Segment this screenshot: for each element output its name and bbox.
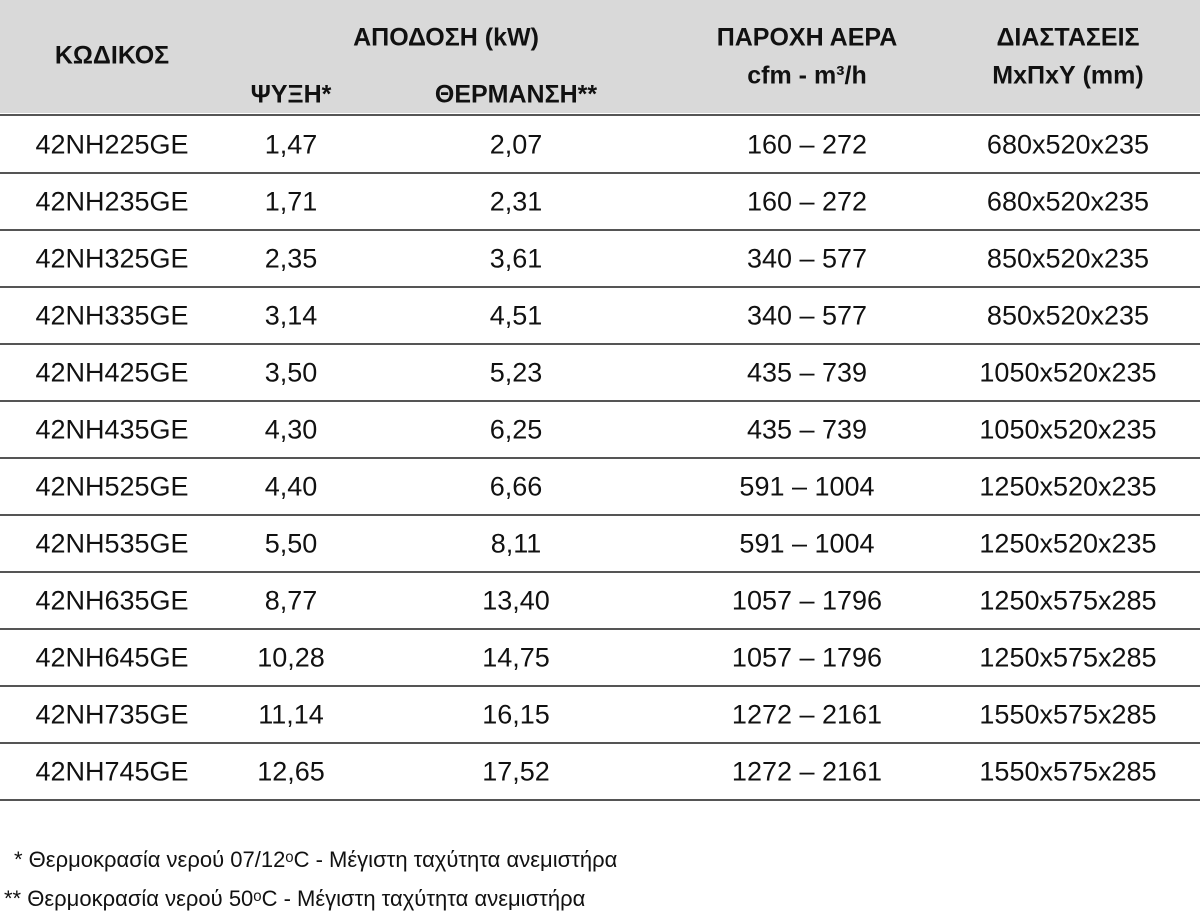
table-cell: 5,50 <box>264 528 318 558</box>
row-divider <box>0 514 1200 516</box>
table-cell: 591 – 1004 <box>739 471 875 501</box>
header-cell: ΔΙΑΣΤΑΣΕΙΣ <box>996 23 1140 52</box>
table-cell: 340 – 577 <box>746 243 868 273</box>
table-cell: 42NH535GE <box>35 528 189 558</box>
table-cell: 42NH645GE <box>35 642 189 672</box>
header-cell: cfm - m³/h <box>747 61 867 90</box>
table-cell: 11,14 <box>258 699 324 729</box>
table-cell: 42NH635GE <box>35 585 189 615</box>
table-cell: 1050x520x235 <box>979 357 1157 387</box>
table-cell: 435 – 739 <box>746 357 868 387</box>
row-divider <box>0 172 1200 174</box>
table-cell: 1050x520x235 <box>979 414 1157 444</box>
row-divider <box>0 628 1200 630</box>
table-cell: 1250x520x235 <box>979 528 1157 558</box>
table-cell: 12,65 <box>257 756 325 786</box>
table-cell: 2,35 <box>264 243 318 273</box>
table-cell: 14,75 <box>482 642 550 672</box>
table-cell: 4,40 <box>264 471 318 501</box>
table-cell: 1250x575x285 <box>979 585 1157 615</box>
table-cell: 6,66 <box>489 471 543 501</box>
table-cell: 17,52 <box>482 756 550 786</box>
header-cell: ΑΠΟΔΟΣΗ (kW) <box>353 23 539 52</box>
table-header: ΚΩΔΙΚΟΣ ΑΠΟΔΟΣΗ (kW) ΨΥΞΗ* ΘΕΡΜΑΝΣΗ** ΠΑ… <box>0 0 1200 113</box>
table-cell: 13,40 <box>482 585 550 615</box>
table-cell: 1250x575x285 <box>979 642 1157 672</box>
table-cell: 680x520x235 <box>986 129 1150 159</box>
row-divider <box>0 571 1200 573</box>
table-cell: 42NH325GE <box>35 243 189 273</box>
table-cell: 3,61 <box>489 243 543 273</box>
table-cell: 5,23 <box>489 357 543 387</box>
table-cell: 10,28 <box>257 642 325 672</box>
header-cell: ΠΑΡΟΧΗ ΑΕΡΑ <box>716 23 898 52</box>
table-cell: 1550x575x285 <box>979 756 1157 786</box>
table-cell: 8,11 <box>490 528 542 558</box>
table-cell: 1,47 <box>264 129 318 159</box>
table-cell: 16,15 <box>482 699 550 729</box>
footnote: * Θερμοκρασία νερού 07/12ᵒC - Μέγιστη τα… <box>14 847 618 872</box>
row-divider <box>0 400 1200 402</box>
table-cell: 1057 – 1796 <box>731 642 883 672</box>
table-cell: 160 – 272 <box>746 186 868 216</box>
table-cell: 435 – 739 <box>746 414 868 444</box>
table-cell: 1057 – 1796 <box>731 585 883 615</box>
table-cell: 42NH335GE <box>35 300 189 330</box>
table-cell: 1,71 <box>264 186 318 216</box>
header-cell: ΨΥΞΗ* <box>250 80 332 109</box>
row-divider <box>0 114 1200 116</box>
table-cell: 4,51 <box>489 300 543 330</box>
table-cell: 6,25 <box>489 414 543 444</box>
row-divider <box>0 742 1200 744</box>
row-divider <box>0 343 1200 345</box>
table-cell: 8,77 <box>264 585 318 615</box>
table-cell: 591 – 1004 <box>739 528 875 558</box>
row-divider <box>0 229 1200 231</box>
table-cell: 850x520x235 <box>986 243 1150 273</box>
table-cell: 2,31 <box>489 186 543 216</box>
table-cell: 2,07 <box>489 129 543 159</box>
table-cell: 3,14 <box>264 300 318 330</box>
table-cell: 340 – 577 <box>746 300 868 330</box>
table-cell: 42NH735GE <box>35 699 189 729</box>
header-cell: ΚΩΔΙΚΟΣ <box>54 41 170 70</box>
table-cell: 42NH525GE <box>35 471 189 501</box>
row-divider <box>0 457 1200 459</box>
table-cell: 42NH235GE <box>35 186 189 216</box>
table-cell: 42NH745GE <box>35 756 189 786</box>
table-cell: 1272 – 2161 <box>731 699 883 729</box>
footnote: ** Θερμοκρασία νερού 50ᵒC - Μέγιστη ταχύ… <box>4 886 586 911</box>
row-divider <box>0 685 1200 687</box>
table-cell: 1550x575x285 <box>979 699 1157 729</box>
table-cell: 680x520x235 <box>986 186 1150 216</box>
table-cell: 1272 – 2161 <box>731 756 883 786</box>
table-cell: 42NH435GE <box>35 414 189 444</box>
header-cell: ΘΕΡΜΑΝΣΗ** <box>434 80 598 109</box>
table-cell: 4,30 <box>264 414 318 444</box>
header-cell: ΜxΠxΥ (mm) <box>992 61 1144 90</box>
table-cell: 160 – 272 <box>746 129 868 159</box>
table-cell: 1250x520x235 <box>979 471 1157 501</box>
table-cell: 850x520x235 <box>986 300 1150 330</box>
table-cell: 3,50 <box>264 357 318 387</box>
row-divider <box>0 799 1200 801</box>
row-divider <box>0 286 1200 288</box>
table-cell: 42NH225GE <box>35 129 189 159</box>
table-cell: 42NH425GE <box>35 357 189 387</box>
